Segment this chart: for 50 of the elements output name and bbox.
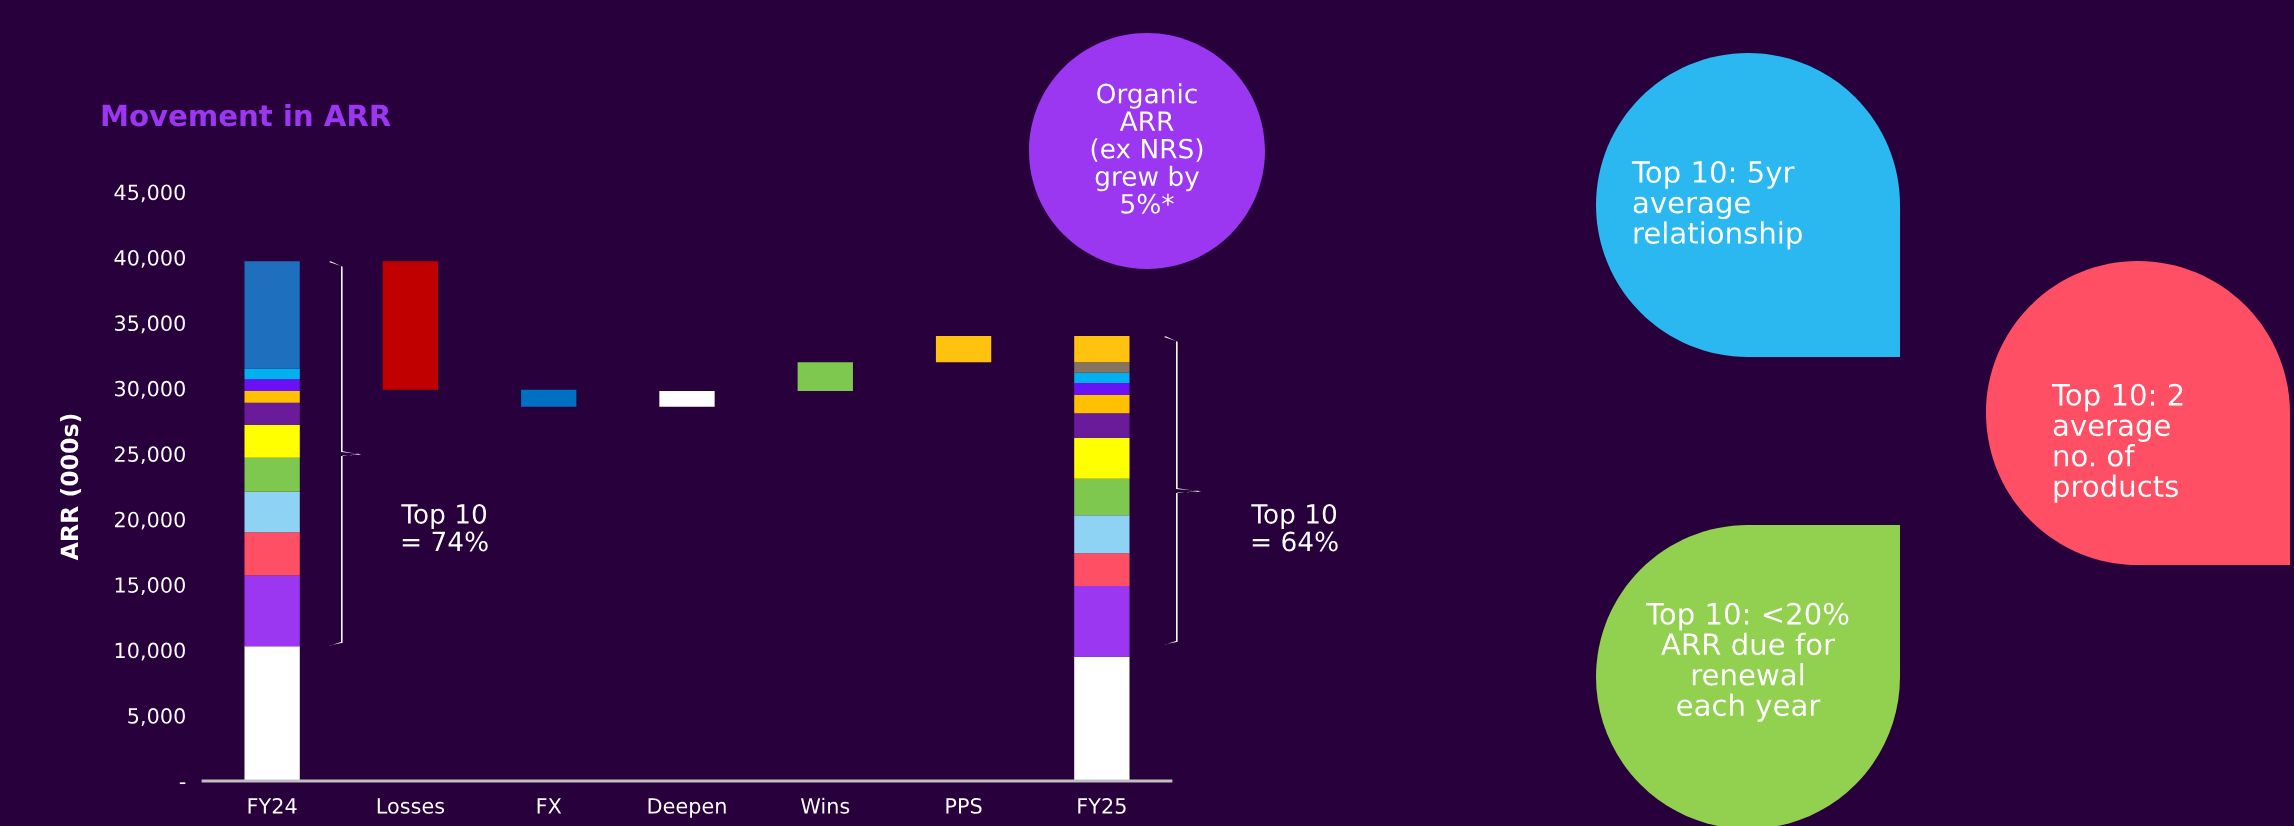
chart-title: Movement in ARR [102, 103, 391, 127]
bar [1074, 438, 1130, 479]
bar [1074, 553, 1130, 586]
bar [244, 402, 300, 425]
bar [244, 491, 300, 533]
y-tick-label: 5,000 [128, 708, 185, 726]
bar [1074, 656, 1130, 781]
bar [244, 424, 300, 458]
bar [244, 457, 300, 492]
y-tick-label: - [179, 782, 186, 785]
bar [244, 390, 300, 403]
y-tick-label: 35,000 [115, 315, 185, 334]
bar [244, 261, 300, 369]
y-tick-label: 45,000 [114, 184, 185, 203]
text: Top 10: 2 average no. of products [2051, 383, 2183, 503]
bar [1074, 335, 1130, 363]
bar [1074, 394, 1130, 414]
bar [1074, 585, 1130, 657]
bar [244, 368, 300, 380]
bar [1074, 372, 1130, 384]
text: Top 10: 5yr average relationship [1631, 160, 1802, 250]
text: Top 10: <20% ARR due for renewal each year [1645, 602, 1849, 722]
x-tick-label: FX [537, 798, 562, 814]
x-tick-label: Deepen [648, 798, 726, 818]
y-tick-label: 15,000 [115, 577, 185, 595]
y-tick-label: 10,000 [115, 642, 185, 661]
bar [244, 532, 300, 576]
bar [1074, 413, 1130, 439]
bar [1074, 362, 1130, 373]
x-tick-label: Losses [377, 798, 445, 814]
y-tick-label: 30,000 [115, 380, 185, 399]
y-axis-title: ARR (000s) [60, 414, 82, 561]
annotation: Organic ARR (ex NRS) grew by 5%* [1091, 83, 1203, 214]
x-tick-label: FY24 [248, 798, 297, 814]
text: Top 10 = 64% [1251, 503, 1338, 552]
bar [521, 389, 577, 407]
bar [244, 646, 300, 781]
y-tick-label: 20,000 [114, 511, 185, 530]
bar [244, 575, 300, 647]
x-tick-label: Wins [800, 797, 850, 814]
bar [382, 261, 439, 390]
bar [244, 379, 300, 391]
x-tick-label: FY25 [1078, 798, 1126, 814]
y-tick-label: 25,000 [114, 446, 185, 465]
bar [1074, 478, 1130, 516]
y-tick-label: 40,000 [114, 249, 185, 268]
annotation: Top 10 = 74% [401, 503, 488, 552]
x-tick-label: PPS [946, 798, 982, 814]
bar [1074, 383, 1130, 395]
bar [1074, 515, 1130, 554]
